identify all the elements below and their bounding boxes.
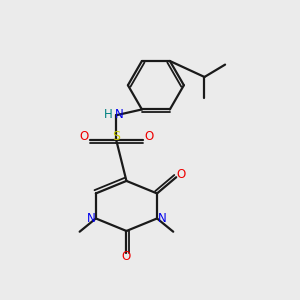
Text: H: H bbox=[103, 108, 112, 121]
Text: O: O bbox=[122, 250, 131, 263]
Text: N: N bbox=[87, 212, 95, 225]
Text: S: S bbox=[112, 130, 120, 143]
Text: O: O bbox=[79, 130, 88, 143]
Text: O: O bbox=[176, 168, 185, 182]
Text: O: O bbox=[144, 130, 153, 143]
Text: N: N bbox=[158, 212, 166, 225]
Text: N: N bbox=[115, 108, 124, 121]
